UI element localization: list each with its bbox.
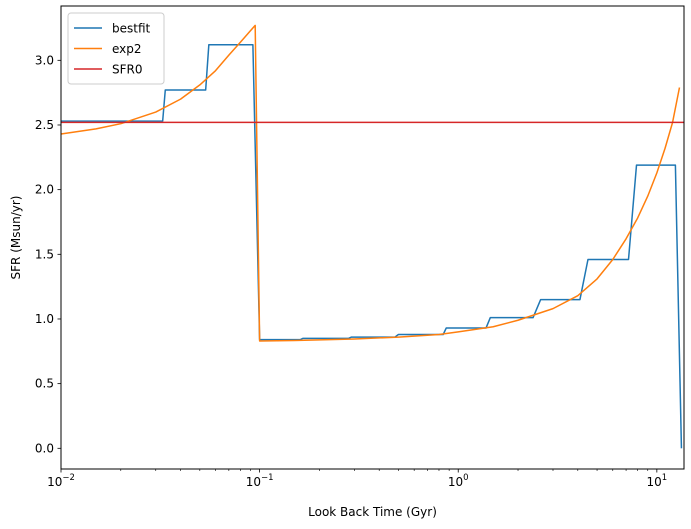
y-tick-label: 3.0 bbox=[35, 53, 54, 67]
x-axis-label: Look Back Time (Gyr) bbox=[308, 505, 437, 519]
y-tick-label: 1.5 bbox=[35, 247, 54, 261]
y-tick-label: 0.0 bbox=[35, 441, 54, 455]
series-line-bestfit bbox=[61, 44, 683, 449]
y-tick-label: 2.5 bbox=[35, 118, 54, 132]
legend-label-exp2: exp2 bbox=[112, 42, 142, 56]
plot-frame bbox=[60, 5, 685, 470]
series-line-exp2 bbox=[60, 24, 681, 342]
legend-label-SFR0: SFR0 bbox=[112, 63, 143, 77]
x-tick-label: 100 bbox=[448, 473, 469, 489]
series-lines bbox=[60, 24, 684, 449]
x-tick-label: 101 bbox=[646, 473, 667, 489]
legend-label-bestfit: bestfit bbox=[112, 22, 151, 36]
y-axis-label: SFR (Msun/yr) bbox=[9, 196, 23, 280]
y-tick-label: 0.5 bbox=[35, 377, 54, 391]
y-tick-label: 2.0 bbox=[35, 183, 54, 197]
y-tick-label: 1.0 bbox=[35, 312, 54, 326]
x-tick-label: 10−1 bbox=[246, 473, 274, 489]
x-tick-label: 10−2 bbox=[47, 473, 75, 489]
legend-box bbox=[67, 12, 165, 85]
x-axis: 10−2 10−1 100 101 bbox=[47, 469, 667, 489]
legend: bestfit exp2 SFR0 bbox=[67, 12, 165, 85]
y-axis: 0.0 0.5 1.0 1.5 2.0 2.5 3.0 bbox=[35, 53, 61, 455]
